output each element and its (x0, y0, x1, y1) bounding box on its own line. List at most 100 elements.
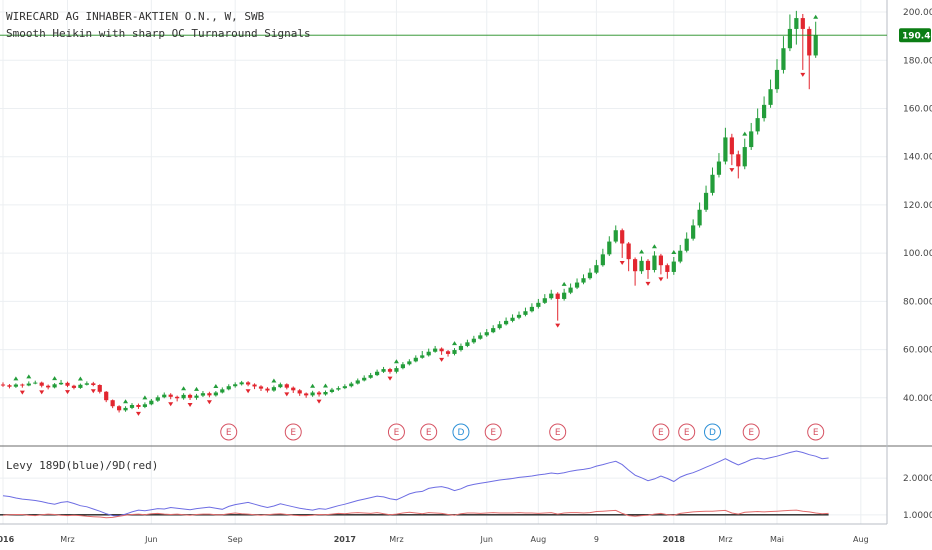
buy-signal-arrow (213, 384, 219, 389)
event-marker-label: D (709, 428, 716, 438)
time-tick-label: Mrz (60, 535, 74, 544)
candle-body (104, 391, 109, 401)
candle-body (26, 383, 31, 386)
levy-tick-label: 2.0000 (903, 474, 932, 484)
time-tick-label: Mrz (718, 535, 732, 544)
time-tick-label: Jun (480, 535, 494, 544)
last-price-badge-text: 190.400 (902, 32, 932, 42)
candle-body (755, 118, 760, 132)
price-tick-label: 160.000 (903, 104, 932, 114)
candle-body (123, 407, 128, 411)
price-tick-label: 200.000 (903, 8, 932, 18)
candle-body (342, 386, 347, 389)
event-marker-circle (220, 423, 238, 441)
sell-signal-arrow (555, 323, 561, 328)
signals (13, 14, 819, 416)
candle-body (336, 388, 341, 390)
candle-body (542, 298, 547, 303)
price-tick-label: 80.000 (903, 297, 932, 307)
price-tick-label: 120.000 (903, 201, 932, 211)
sell-signal-arrow (39, 390, 45, 395)
candle-body (581, 278, 586, 283)
last-price-badge: 190.400 (899, 28, 932, 43)
candle-body (387, 369, 393, 372)
time-tick-label: Jun (144, 535, 158, 544)
candle-body (645, 260, 651, 271)
event-marker-circle (678, 423, 696, 441)
candle-body (652, 255, 657, 271)
candle-body (239, 382, 244, 385)
sell-signal-arrow (387, 376, 393, 381)
candle-body (181, 394, 186, 399)
candle-body (762, 104, 767, 119)
event-marker-circle (284, 423, 302, 441)
candle-body (375, 371, 380, 376)
buy-signal-arrow (310, 383, 316, 388)
sell-signal-arrow (316, 399, 322, 404)
buy-signal-arrow (639, 249, 645, 254)
candle-body (252, 384, 257, 387)
candle-body (568, 287, 573, 293)
sell-signal-arrow (245, 389, 251, 394)
candle-body (200, 393, 206, 396)
buy-signal-arrow (13, 376, 19, 381)
buy-signal-arrow (271, 378, 277, 383)
event-marker-circle (704, 423, 721, 441)
time-grid (2, 0, 862, 524)
candle-body (613, 230, 618, 242)
candle-body (774, 69, 780, 90)
candle-body (807, 28, 812, 56)
candle-body (742, 147, 747, 167)
sell-signal-arrow (187, 402, 193, 407)
buy-signal-arrow (181, 386, 187, 391)
candle-body (246, 382, 251, 385)
event-marker-circle (484, 423, 502, 441)
candle-body (671, 261, 676, 272)
candle-body (394, 368, 399, 372)
price-tick-label: 100.000 (903, 249, 932, 259)
buy-signal-arrow (561, 281, 567, 286)
candle-body (465, 342, 470, 346)
candle-body (703, 192, 709, 210)
event-marker-label: E (658, 428, 664, 438)
price-tick-label: 60.000 (903, 346, 932, 356)
candle-body (529, 306, 534, 312)
candle-body (310, 392, 315, 396)
candle-body (800, 18, 805, 29)
sell-signal-arrow (206, 400, 212, 405)
sell-signal-arrow (19, 390, 25, 395)
candle-body (162, 394, 167, 398)
candle-body (620, 230, 625, 244)
candle-body (452, 350, 457, 354)
candle-body (71, 385, 77, 388)
event-marker-label: E (684, 428, 690, 438)
candle-body (445, 351, 451, 354)
levy-short-line (2, 509, 829, 519)
candle-body (813, 35, 818, 56)
time-tick-label: Mai (770, 535, 784, 544)
candles (0, 10, 818, 413)
event-marker-label: E (813, 428, 819, 438)
candle-body (368, 375, 373, 378)
buy-signal-arrow (142, 395, 148, 400)
event-marker-circle (652, 423, 670, 441)
price-grid (0, 11, 887, 399)
candle-body (400, 364, 405, 369)
candle-body (271, 387, 276, 391)
event-marker-label: E (555, 428, 561, 438)
sell-signal-arrow (90, 389, 96, 394)
candle-body (478, 335, 483, 339)
candle-body (7, 385, 12, 387)
candle-body (697, 209, 702, 226)
event-marker-label: E (394, 428, 400, 438)
buy-signal-arrow (323, 383, 328, 388)
levy-axis: 2.0000 1.0000 (903, 474, 932, 521)
event-marker-circle (549, 423, 567, 441)
candle-body (117, 406, 122, 411)
candle-body (723, 137, 728, 162)
candle-body (329, 389, 335, 392)
event-marker-circle (452, 423, 470, 441)
candle-body (504, 320, 509, 325)
event-marker-label: E (490, 428, 496, 438)
